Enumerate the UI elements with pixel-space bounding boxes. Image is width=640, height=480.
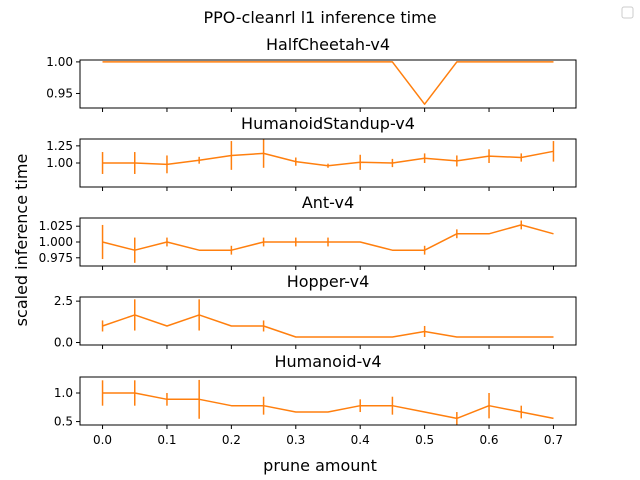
x-tick-label: 0.3 <box>286 433 305 447</box>
axes-frame <box>79 59 577 109</box>
axes-frame <box>79 138 577 188</box>
y-tick-label: 1.00 <box>46 55 73 69</box>
subplot-title: Ant-v4 <box>302 193 354 212</box>
y-tick-label: 1.0 <box>54 386 73 400</box>
subplot-title: Hopper-v4 <box>287 272 370 291</box>
subplot-2: Ant-v4 0.975 1.000 1.025 <box>39 193 577 270</box>
x-axis-label: prune amount <box>263 456 377 475</box>
axes-frame <box>79 217 577 267</box>
y-tick-label: 0.95 <box>46 86 73 100</box>
subplot-3: Hopper-v4 0.0 2.5 <box>54 272 577 350</box>
subplot-title: HumanoidStandup-v4 <box>241 114 415 133</box>
subplot-0: HalfCheetah-v4 0.95 1.00 <box>46 35 577 112</box>
y-tick-label: 0.975 <box>39 251 73 265</box>
y-tick-label: 0.0 <box>54 336 73 350</box>
axes-frame <box>79 296 577 346</box>
series-line <box>102 314 554 338</box>
x-tick-label: 0.5 <box>415 433 434 447</box>
legend-frame <box>621 6 634 19</box>
y-axis-label: scaled inference time <box>12 154 31 327</box>
y-tick-label: 0.5 <box>54 415 73 429</box>
x-tick-label: 0.7 <box>544 433 563 447</box>
figure-suptitle: PPO-cleanrl l1 inference time <box>203 8 436 27</box>
series-line <box>102 61 554 105</box>
axes-frame <box>79 376 577 426</box>
y-tick-label: 1.025 <box>39 219 73 233</box>
x-tick-label: 0.6 <box>479 433 498 447</box>
subplot-1: HumanoidStandup-v4 1.00 1.25 <box>46 114 577 191</box>
y-tick-label: 1.25 <box>46 139 73 153</box>
y-tick-label: 2.5 <box>54 294 73 308</box>
x-tick-label: 0.4 <box>351 433 370 447</box>
subplot-panels: HalfCheetah-v40.951.00HumanoidStandup-v4… <box>39 35 577 447</box>
x-tick-label: 0.0 <box>93 433 112 447</box>
x-tick-label: 0.1 <box>157 433 176 447</box>
y-tick-label: 1.000 <box>39 235 73 249</box>
subplot-title: Humanoid-v4 <box>274 352 381 371</box>
subplot-title: HalfCheetah-v4 <box>266 35 390 54</box>
x-tick-label: 0.2 <box>222 433 241 447</box>
series-line <box>102 392 554 420</box>
y-tick-label: 1.00 <box>46 156 73 170</box>
subplot-4: Humanoid-v4 0.5 1.0 0.0 0.1 0.2 0.3 0.4 0.5 0.6 0.… <box>54 352 577 447</box>
legend <box>621 6 634 19</box>
